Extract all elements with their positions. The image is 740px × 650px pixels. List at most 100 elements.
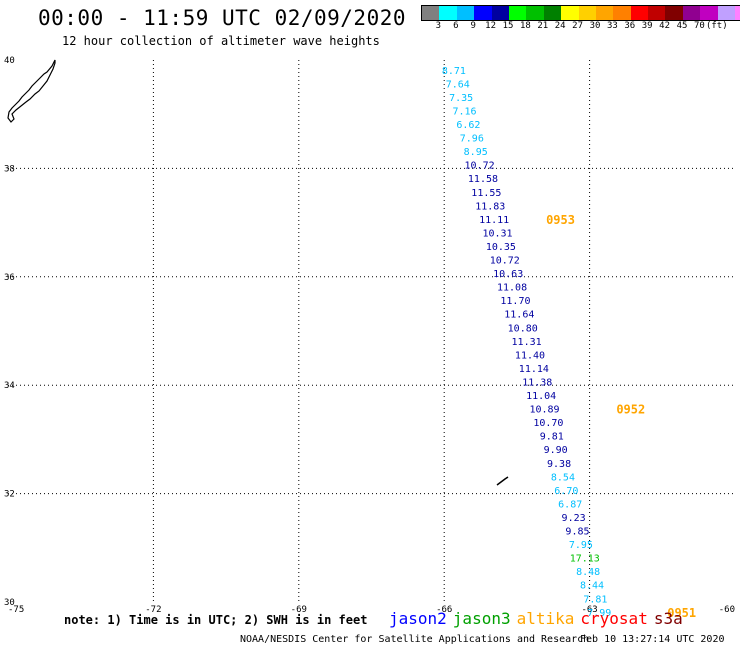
swh-value: 11.11 xyxy=(479,215,509,226)
swh-value: 11.83 xyxy=(475,201,505,212)
swh-value: 10.72 xyxy=(490,256,520,267)
color-scale-label: 3 xyxy=(435,21,442,31)
swh-value: 11.55 xyxy=(471,188,501,199)
lon-tick-label: -69 xyxy=(291,605,307,615)
color-scale-label: 39 xyxy=(641,21,653,31)
color-swatch xyxy=(682,6,701,20)
swh-value: 7.81 xyxy=(583,594,607,605)
color-swatch xyxy=(735,6,740,20)
swh-value: 9.85 xyxy=(565,527,589,538)
pass-time: 0951 xyxy=(667,606,696,620)
swh-value: 11.38 xyxy=(522,377,552,388)
swh-value: 9.90 xyxy=(544,445,568,456)
bermuda-island xyxy=(496,476,509,486)
lon-tick-label: -63 xyxy=(581,605,597,615)
swh-value: 10.31 xyxy=(482,228,512,239)
color-swatch xyxy=(595,6,614,20)
swh-value: 10.63 xyxy=(493,269,523,280)
lat-lon-grid xyxy=(8,60,735,602)
color-swatch xyxy=(700,6,718,20)
swh-value: 10.89 xyxy=(529,405,559,416)
color-swatch xyxy=(526,6,544,20)
swh-value: 11.14 xyxy=(519,364,549,375)
color-swatch xyxy=(648,6,666,20)
swh-value: 6.62 xyxy=(456,120,480,131)
swh-value: 11.70 xyxy=(500,296,530,307)
coastline xyxy=(7,59,509,486)
legend-item-jason3: jason3 xyxy=(452,609,511,628)
legend-item-s3a: s3a xyxy=(653,609,683,628)
swh-value: 8.48 xyxy=(576,567,600,578)
color-scale-label: 24 xyxy=(554,21,566,31)
swh-value: 8.71 xyxy=(442,66,466,77)
color-swatch xyxy=(561,6,579,20)
lat-tick-label: 38 xyxy=(4,164,15,174)
color-scale-label: 45 xyxy=(676,21,688,31)
swh-value: 11.58 xyxy=(468,174,498,185)
lat-tick-label: 40 xyxy=(4,56,15,66)
swh-value: 11.31 xyxy=(512,337,542,348)
color-scale-label: 15 xyxy=(502,21,514,31)
legend-item-jason2: jason2 xyxy=(389,609,447,628)
color-scale-label: 33 xyxy=(606,21,618,31)
swh-value: 10.70 xyxy=(533,418,563,429)
color-scale-label: 21 xyxy=(537,21,549,31)
color-swatch xyxy=(508,6,527,20)
color-scale-label: 70 xyxy=(693,21,705,31)
pass-time: 0952 xyxy=(616,403,645,417)
color-swatch xyxy=(439,6,457,20)
lon-tick-label: -75 xyxy=(8,605,24,615)
swh-value-labels: 8.71 7.64 7.35 7.16 6.62 7.96 8.95 10.72 11.58 11… xyxy=(442,66,611,619)
generation-timestamp: Feb 10 13:27:14 UTC 2020 xyxy=(580,634,725,645)
swh-value: 11.40 xyxy=(515,350,545,361)
lon-tick-label: -66 xyxy=(436,605,452,615)
color-scale-label: 30 xyxy=(589,21,601,31)
lat-tick-label: 34 xyxy=(4,381,15,391)
legend-item-altika: altika xyxy=(516,609,575,628)
lat-tick-label: 36 xyxy=(4,273,15,283)
color-swatch xyxy=(422,6,440,20)
color-scale-label: 18 xyxy=(519,21,531,31)
swh-value: 10.80 xyxy=(508,323,538,334)
swh-value: 6.87 xyxy=(558,499,582,510)
color-scale-label: 12 xyxy=(485,21,497,31)
swh-value: 7.16 xyxy=(453,106,477,117)
swh-value: 7.95 xyxy=(569,540,593,551)
color-swatch xyxy=(613,6,631,20)
swh-value: 10.72 xyxy=(465,161,495,172)
lon-tick-label: -72 xyxy=(145,605,161,615)
swh-value: 10.35 xyxy=(486,242,516,253)
color-swatch xyxy=(543,6,562,20)
swh-value: 11.04 xyxy=(526,391,556,402)
swh-value: 8.44 xyxy=(580,581,604,592)
lat-tick-label: 30 xyxy=(4,598,15,608)
swh-value: 6.70 xyxy=(554,486,578,497)
satellite-legend: jason2 jason3 altika cryosat s3a xyxy=(389,609,689,628)
axis-tick-labels: -75 -72 -69 -66 -63 -60 30 32 34 36 38 40 xyxy=(4,56,735,615)
swh-value: 9.81 xyxy=(540,432,564,443)
units-note: note: 1) Time is in UTC; 2) SWH is in fe… xyxy=(64,613,368,627)
swh-value: 11.64 xyxy=(504,310,534,321)
swh-value: 17.13 xyxy=(570,554,600,565)
color-scale-labels: 3 6 9 12 15 18 21 24 27 30 33 36 39 42 45 70 (ft) xyxy=(421,21,740,33)
swh-value: 8.54 xyxy=(551,472,575,483)
legend-item-cryosat: cryosat xyxy=(580,609,648,628)
pass-time: 0953 xyxy=(546,213,575,227)
color-scale-label: 27 xyxy=(572,21,584,31)
color-swatch xyxy=(717,6,736,20)
swh-value: 7.35 xyxy=(449,93,473,104)
color-scale-bar xyxy=(421,5,740,21)
map-subtitle: 12 hour collection of altimeter wave hei… xyxy=(62,34,380,48)
swh-value: 7.99 xyxy=(587,608,611,619)
map-title: 00:00 - 11:59 UTC 02/09/2020 xyxy=(38,6,407,30)
pass-time-labels: 0953 0952 0951 xyxy=(546,213,696,620)
color-scale-label: 42 xyxy=(659,21,671,31)
color-swatch xyxy=(630,6,649,20)
swh-value: 8.95 xyxy=(464,147,488,158)
color-swatch xyxy=(456,6,475,20)
color-swatch xyxy=(474,6,492,20)
color-scale-label: 36 xyxy=(624,21,636,31)
lon-tick-label: -60 xyxy=(719,605,735,615)
color-scale-label: (ft) xyxy=(705,21,728,31)
